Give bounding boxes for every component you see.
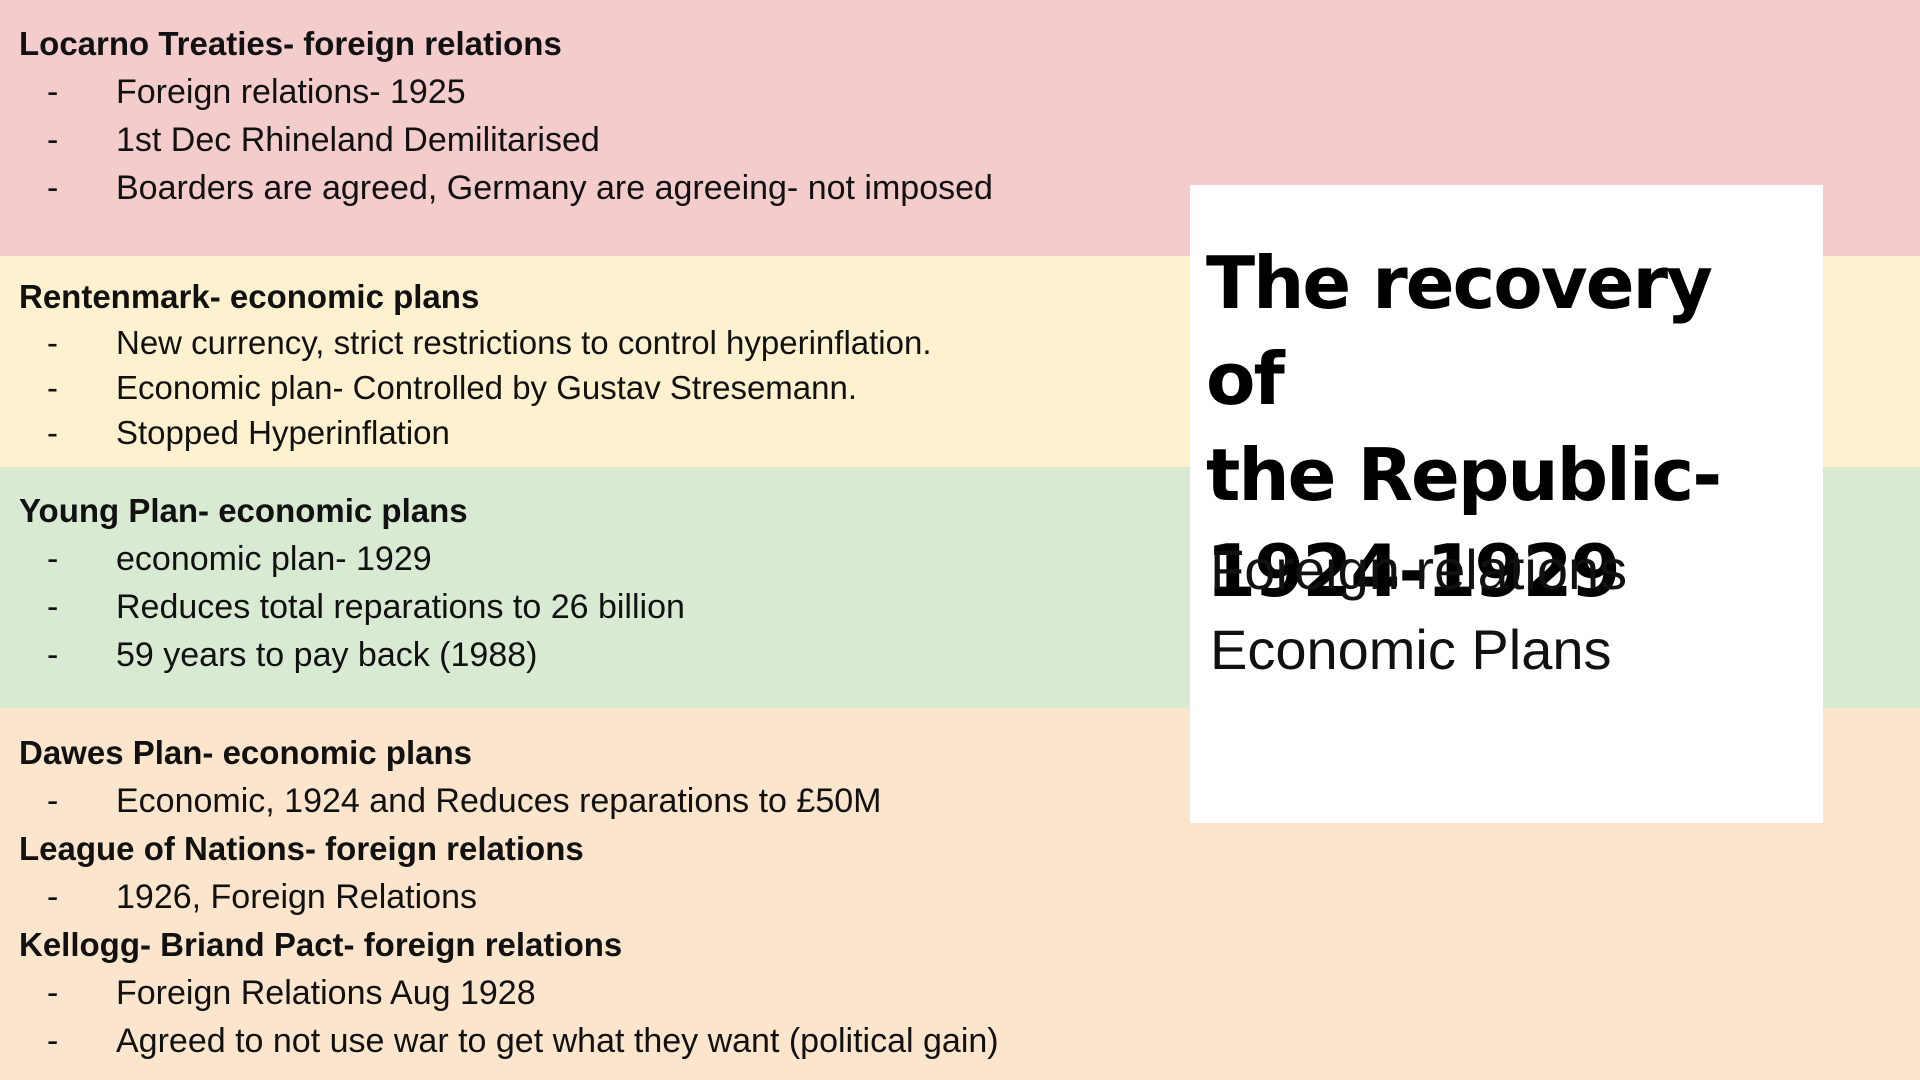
slide-subtitle: Foreign relations Economic Plans bbox=[1210, 530, 1627, 690]
dash-marker: - bbox=[47, 636, 59, 674]
bullet-text: 1st Dec Rhineland Demilitarised bbox=[116, 121, 600, 159]
bullet-text: Boarders are agreed, Germany are agreein… bbox=[116, 169, 993, 207]
bullet-text: Agreed to not use war to get what they w… bbox=[116, 1022, 999, 1060]
bullet-item: - Foreign relations- 1925 bbox=[19, 68, 1920, 116]
bullet-item: - Reduces total reparations to 26 billion bbox=[19, 583, 1920, 631]
bullet-item: - Foreign Relations Aug 1928 bbox=[19, 969, 1920, 1017]
section-heading-kellogg: Kellogg- Briand Pact- foreign relations bbox=[19, 926, 623, 963]
dash-marker: - bbox=[47, 540, 59, 578]
bullet-item: - Agreed to not use war to get what they … bbox=[19, 1017, 1920, 1065]
dash-marker: - bbox=[47, 324, 58, 361]
bullet-text: Economic, 1924 and Reduces reparations t… bbox=[116, 782, 882, 820]
section-rentenmark: Rentenmark- economic plans - New currency… bbox=[19, 274, 1920, 455]
bullet-item: - Economic, 1924 and Reduces reparations … bbox=[19, 777, 1920, 825]
dash-marker: - bbox=[47, 588, 59, 626]
bullet-text: 59 years to pay back (1988) bbox=[116, 636, 538, 674]
section-young-plan: Young Plan- economic plans - economic pla… bbox=[19, 487, 1920, 679]
section-heading-league: League of Nations- foreign relations bbox=[19, 830, 584, 867]
section-heading: Rentenmark- economic plans bbox=[19, 278, 480, 315]
dash-marker: - bbox=[47, 974, 59, 1012]
dash-marker: - bbox=[47, 169, 59, 207]
bullet-text: economic plan- 1929 bbox=[116, 540, 432, 578]
bullet-text: Foreign Relations Aug 1928 bbox=[116, 974, 536, 1012]
bullet-item: - Stopped Hyperinflation bbox=[19, 410, 1920, 455]
section-locarno: Locarno Treaties- foreign relations - For… bbox=[19, 20, 1920, 212]
dash-marker: - bbox=[47, 1022, 59, 1060]
bullet-item: - New currency, strict restrictions to co… bbox=[19, 320, 1920, 365]
title-card: The recovery of the Republic- 1924-1929 … bbox=[1190, 185, 1823, 823]
bullet-text: New currency, strict restrictions to con… bbox=[116, 324, 932, 361]
bullet-text: 1926, Foreign Relations bbox=[116, 878, 478, 916]
section-heading-dawes: Dawes Plan- economic plans bbox=[19, 734, 472, 771]
bullet-item: - 59 years to pay back (1988) bbox=[19, 631, 1920, 679]
subtitle-line: Economic Plans bbox=[1210, 618, 1612, 681]
bullet-item: - 1926, Foreign Relations bbox=[19, 873, 1920, 921]
dash-marker: - bbox=[47, 121, 59, 159]
section-heading: Locarno Treaties- foreign relations bbox=[19, 25, 562, 62]
title-line: the Republic- bbox=[1206, 433, 1722, 517]
slide-title: The recovery of the Republic- 1924-1929 bbox=[1206, 235, 1806, 619]
section-dawes-league-kellogg: Dawes Plan- economic plans - Economic, 19… bbox=[19, 729, 1920, 1065]
dash-marker: - bbox=[47, 414, 58, 451]
bullet-item: - economic plan- 1929 bbox=[19, 535, 1920, 583]
dash-marker: - bbox=[47, 73, 59, 111]
title-line: The recovery of bbox=[1206, 241, 1713, 421]
bullet-text: Stopped Hyperinflation bbox=[116, 414, 450, 451]
bullet-text: Foreign relations- 1925 bbox=[116, 73, 466, 111]
bullet-text: Economic plan- Controlled by Gustav Stre… bbox=[116, 369, 858, 406]
section-heading: Young Plan- economic plans bbox=[19, 492, 468, 529]
dash-marker: - bbox=[47, 369, 58, 406]
dash-marker: - bbox=[47, 878, 59, 916]
subtitle-line: Foreign relations bbox=[1210, 538, 1628, 601]
bullet-item: - 1st Dec Rhineland Demilitarised bbox=[19, 116, 1920, 164]
bullet-item: - Economic plan- Controlled by Gustav Str… bbox=[19, 365, 1920, 410]
bullet-item: - Boarders are agreed, Germany are agreei… bbox=[19, 164, 1920, 212]
title-line: 1924-1929 bbox=[1206, 529, 1621, 613]
dash-marker: - bbox=[47, 782, 59, 820]
bullet-text: Reduces total reparations to 26 billion bbox=[116, 588, 685, 626]
